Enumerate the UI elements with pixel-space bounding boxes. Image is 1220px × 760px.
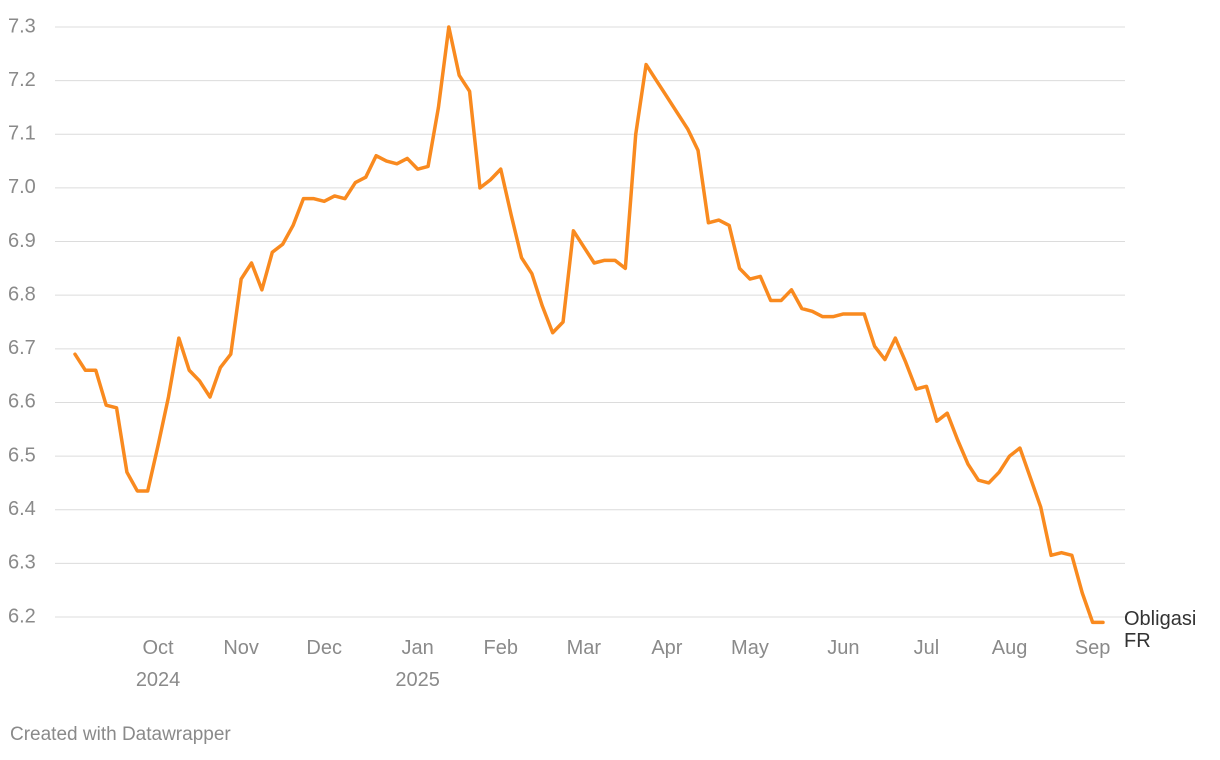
x-tick-label: Dec bbox=[306, 637, 342, 659]
y-tick-label: 6.5 bbox=[8, 444, 36, 466]
y-tick-label: 7.3 bbox=[8, 15, 36, 37]
x-tick-label: Feb bbox=[483, 637, 518, 659]
y-tick-label: 7.2 bbox=[8, 69, 36, 91]
y-tick-label: 6.2 bbox=[8, 605, 36, 627]
y-tick-label: 6.9 bbox=[8, 230, 36, 252]
x-tick-label: Jul bbox=[913, 637, 940, 659]
y-tick-label: 6.8 bbox=[8, 283, 36, 305]
footer: Created with Datawrapper bbox=[10, 724, 231, 745]
data-line bbox=[73, 25, 1105, 625]
x-tick-label: May bbox=[731, 637, 769, 659]
series-label: Obligasi FR bbox=[1124, 608, 1197, 653]
x-tick-label: Jan 2025 bbox=[395, 637, 440, 691]
x-tick-label: Mar bbox=[566, 637, 602, 659]
y-tick-label: 7.1 bbox=[8, 123, 36, 145]
y-tick-label: 6.4 bbox=[8, 498, 36, 520]
x-tick-label: Apr bbox=[651, 637, 683, 659]
x-tick-label: Oct 2024 bbox=[135, 637, 181, 691]
x-tick-label: Jun bbox=[827, 637, 860, 659]
y-tick-label: 6.7 bbox=[8, 337, 36, 359]
x-tick-label: Aug bbox=[991, 637, 1028, 659]
y-tick-label: 7.0 bbox=[8, 176, 36, 198]
x-tick-label: Nov bbox=[223, 637, 259, 659]
y-tick-label: 6.6 bbox=[8, 391, 36, 413]
y-tick-label: 6.3 bbox=[8, 552, 36, 574]
x-tick-label: Sep bbox=[1074, 637, 1111, 659]
